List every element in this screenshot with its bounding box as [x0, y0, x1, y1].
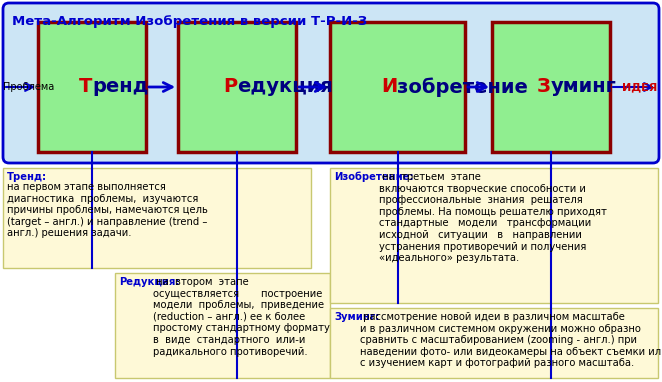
Text: Мета-Алгоритм Изобретения в версии Т-Р-И-З: Мета-Алгоритм Изобретения в версии Т-Р-И… [12, 15, 367, 28]
Text: на  третьем  этапе
включаются творческие способности и
профессиональные  знания : на третьем этапе включаются творческие с… [379, 172, 607, 263]
FancyBboxPatch shape [3, 3, 659, 163]
Text: Тренд:: Тренд: [7, 172, 47, 182]
FancyBboxPatch shape [330, 22, 465, 152]
Text: на  втором  этапе
осуществляется       построение
модели  проблемы,  приведение
: на втором этапе осуществляется построени… [153, 277, 330, 357]
FancyBboxPatch shape [115, 273, 330, 378]
FancyBboxPatch shape [492, 22, 610, 152]
Text: на первом этапе выполняется
диагностика  проблемы,  изучаются
причины проблемы, : на первом этапе выполняется диагностика … [7, 182, 208, 238]
Text: И: И [381, 78, 397, 97]
FancyBboxPatch shape [38, 22, 146, 152]
Text: ИДЕЯ: ИДЕЯ [622, 82, 657, 92]
Text: едукция: едукция [237, 78, 333, 97]
Text: Проблема: Проблема [3, 82, 54, 92]
Text: Изобретение:: Изобретение: [334, 172, 414, 183]
FancyBboxPatch shape [178, 22, 296, 152]
Text: Р: Р [223, 78, 237, 97]
FancyBboxPatch shape [3, 168, 311, 268]
Text: З: З [537, 78, 551, 97]
FancyBboxPatch shape [330, 168, 658, 303]
FancyBboxPatch shape [330, 308, 658, 378]
Text: Зуминг:: Зуминг: [334, 312, 379, 322]
Text: ренд: ренд [92, 78, 148, 97]
Text: уминг: уминг [551, 78, 617, 97]
Text: рассмотрение новой идеи в различном масштабе
и в различном системном окружении м: рассмотрение новой идеи в различном масш… [360, 312, 662, 368]
Text: зобретение: зобретение [397, 77, 528, 97]
Text: Редукция:: Редукция: [119, 277, 179, 287]
Text: Т: Т [79, 78, 92, 97]
